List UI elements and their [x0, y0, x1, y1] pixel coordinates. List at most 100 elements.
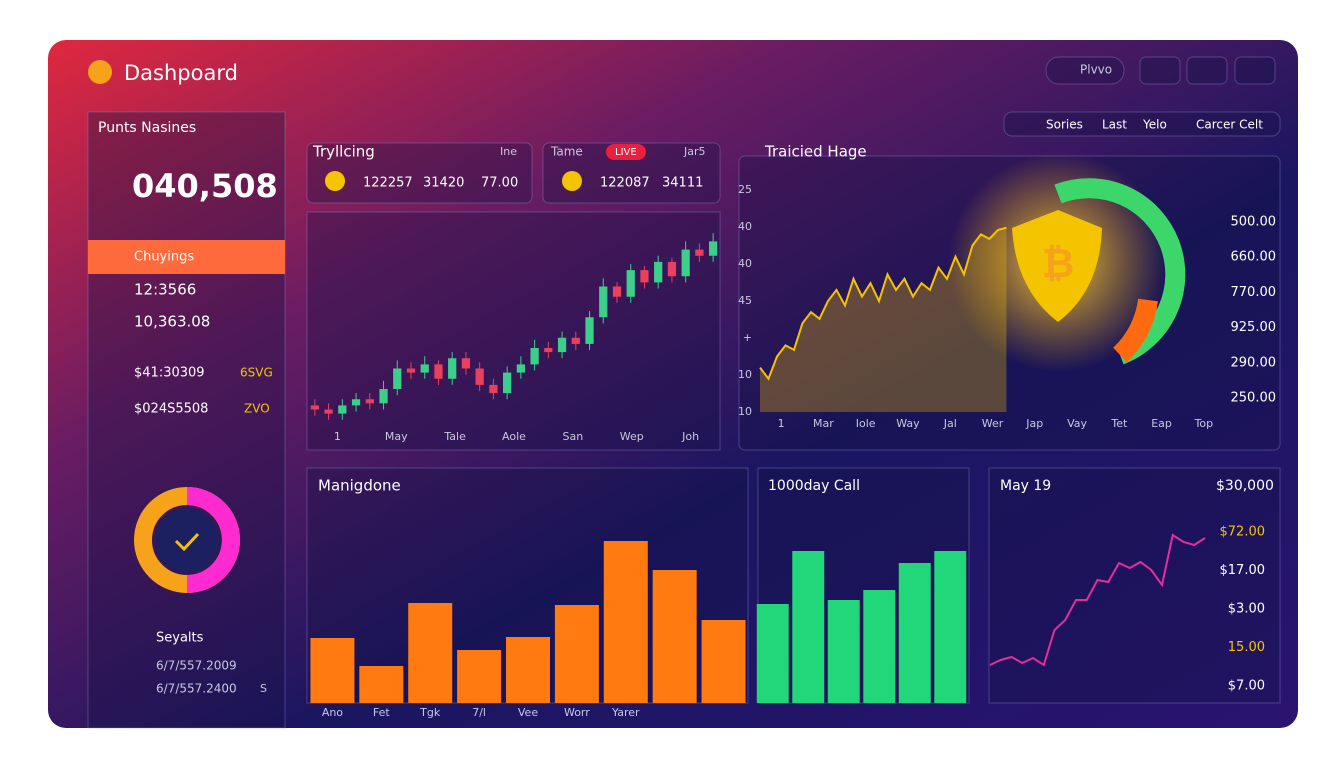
left-label: 10	[738, 368, 752, 381]
bar	[603, 541, 648, 703]
chart-title: Traicied Hage	[764, 143, 867, 161]
x-label: May	[385, 430, 408, 443]
candle-body	[393, 368, 402, 389]
x-label: Tgk	[419, 706, 441, 719]
area-line	[759, 226, 1007, 381]
candle-body	[640, 270, 649, 283]
logo	[88, 60, 112, 84]
left-label: 10	[738, 405, 752, 418]
line	[989, 533, 1206, 667]
bar	[506, 637, 550, 703]
icon-button[interactable]	[1139, 56, 1181, 85]
left-label: 25	[738, 183, 752, 196]
chart-panel	[306, 211, 721, 451]
search-text[interactable]: Plvvo	[1080, 63, 1112, 77]
row-value: $41:30309	[134, 366, 205, 381]
candle-body	[654, 261, 663, 283]
live-badge	[606, 144, 646, 160]
bar	[898, 563, 931, 703]
filter[interactable]: Last	[1102, 118, 1127, 132]
right-label: 500.00	[1231, 215, 1277, 230]
item[interactable]: 12:3566	[134, 281, 196, 299]
x-label: Fet	[373, 706, 390, 719]
candle-body	[612, 286, 622, 297]
candle-body	[544, 348, 553, 353]
x-label: Tet	[1110, 417, 1128, 430]
left-label: 45	[738, 294, 752, 307]
bar	[934, 551, 967, 703]
right-label: 925.00	[1231, 320, 1277, 335]
bar	[554, 605, 599, 703]
date: 6/7/557.2009	[156, 659, 237, 673]
sidebar-title[interactable]: Punts Nasines	[98, 120, 196, 136]
row-tag: ZVO	[244, 402, 270, 416]
active-item[interactable]	[88, 240, 285, 274]
ticker-value: 122257	[363, 176, 413, 191]
x-label: Jal	[943, 417, 957, 430]
right-label: 770.00	[1231, 285, 1277, 300]
candle-body	[709, 241, 718, 256]
active-label[interactable]: Chuyings	[134, 250, 194, 265]
candle-body	[667, 261, 677, 277]
candle-body	[351, 399, 361, 406]
icon-button[interactable]	[1234, 56, 1276, 85]
left-label: +	[743, 331, 752, 344]
candle-body	[365, 399, 374, 404]
candle-body	[420, 364, 429, 373]
ticker-value: 34111	[662, 176, 703, 191]
bar	[701, 620, 746, 703]
chart-title: Manigdone	[318, 477, 401, 495]
x-label: Aole	[502, 430, 526, 443]
x-label: Yarer	[611, 706, 640, 719]
candle-body	[695, 249, 704, 256]
right-label: $7.00	[1228, 679, 1265, 694]
shield	[1012, 210, 1102, 322]
candle-body	[557, 337, 567, 353]
candle-body	[489, 384, 498, 394]
x-label: Way	[896, 417, 920, 430]
ticker-value: 31420	[423, 176, 464, 191]
search[interactable]	[1045, 56, 1125, 85]
candle-body	[626, 270, 635, 297]
x-label: Top	[1194, 417, 1214, 430]
right-label: $3.00	[1228, 602, 1265, 617]
row-value: $024S5508	[134, 402, 208, 417]
chart-panel	[988, 467, 1281, 704]
bar	[756, 604, 789, 703]
donut-segment	[186, 487, 240, 593]
sidebar	[87, 111, 286, 729]
row-tag: 6SVG	[240, 366, 273, 380]
bar	[359, 666, 404, 703]
coin	[325, 171, 345, 191]
right-label: 250.00	[1231, 391, 1277, 406]
bar	[310, 638, 355, 703]
area-fill	[760, 227, 1007, 412]
candle-body	[461, 358, 471, 369]
chart-subtitle: $30,000	[1216, 478, 1274, 494]
ticker-panel	[306, 142, 533, 204]
ticker-value: 77.00	[481, 176, 518, 191]
big-value: 040,508	[132, 167, 278, 205]
x-label: Tale	[443, 430, 466, 443]
date: 6/7/557.2400	[156, 682, 237, 696]
candle-body	[324, 409, 333, 414]
left-label: 40	[738, 220, 752, 233]
item[interactable]: 10,363.08	[134, 313, 210, 331]
x-label: Iole	[856, 417, 876, 430]
candle-body	[310, 405, 319, 410]
x-label: Wep	[620, 430, 644, 443]
x-label: 7/l	[472, 706, 486, 719]
filter[interactable]: Sories	[1046, 118, 1083, 132]
filter[interactable]: Carcer Celt	[1196, 118, 1263, 132]
filter[interactable]: Yelo	[1142, 118, 1167, 132]
candle-body	[599, 286, 608, 318]
candle-body	[406, 368, 416, 373]
ticker-name: Tryllcing	[312, 143, 375, 161]
x-label: Worr	[564, 706, 590, 719]
ticker-panel	[542, 142, 721, 204]
check	[174, 532, 200, 552]
candle-body	[530, 348, 539, 365]
filter-bar	[1003, 111, 1281, 137]
icon-button[interactable]	[1186, 56, 1228, 85]
